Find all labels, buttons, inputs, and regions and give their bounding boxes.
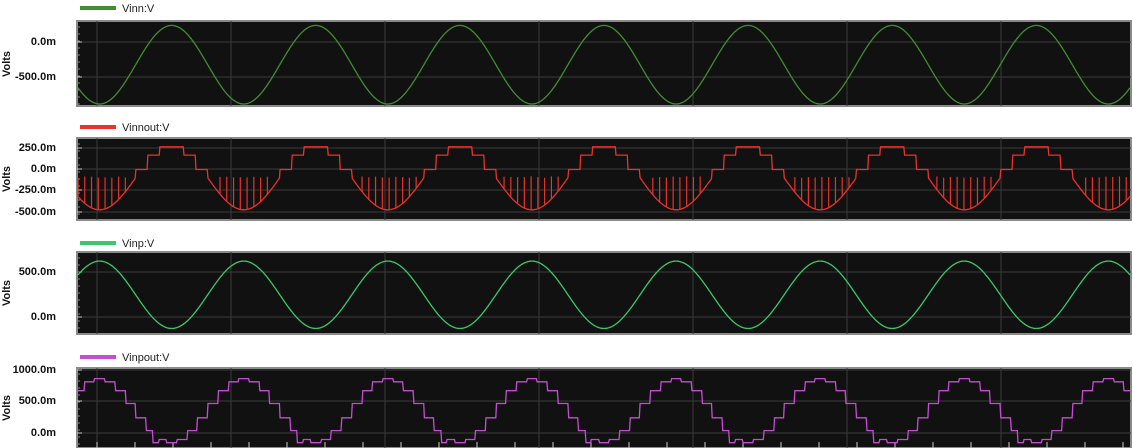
legend-swatch-icon xyxy=(80,125,116,130)
y-tick-label: 0.0m xyxy=(30,163,56,175)
y-tick-label: 0.0m xyxy=(30,36,56,48)
legend-label: Vinnout:V xyxy=(122,122,170,134)
y-tick-label: -500.0m xyxy=(15,71,56,83)
y-tick-label: 1000.0m xyxy=(12,364,56,376)
plot-panel-3[interactable] xyxy=(76,251,1132,335)
plot-area[interactable] xyxy=(76,251,1132,335)
legend-swatch-icon xyxy=(80,6,116,11)
legend-label: Vinp:V xyxy=(122,238,155,250)
plot-panel-2[interactable] xyxy=(76,137,1132,221)
y-axis-units-label: Volts xyxy=(1,50,13,78)
y-axis-units-label: Volts xyxy=(1,279,13,307)
waveform-trace[interactable] xyxy=(78,377,1130,444)
waveform-trace[interactable] xyxy=(77,146,1131,211)
y-tick-label: 0.0m xyxy=(30,427,56,439)
plot-area[interactable] xyxy=(76,20,1132,107)
y-tick-label: -250.0m xyxy=(15,184,56,196)
y-axis-units-label: Volts xyxy=(1,165,13,193)
waveform-trace[interactable] xyxy=(77,260,1131,330)
plot-area[interactable] xyxy=(76,137,1132,221)
y-tick-label: -500.0m xyxy=(15,206,56,218)
plot-panel-1[interactable] xyxy=(76,20,1132,107)
legend-label: Vinn:V xyxy=(122,3,155,15)
y-tick-label: 250.0m xyxy=(18,142,56,154)
legend-label: Vinpout:V xyxy=(122,352,170,364)
plot-panel-4[interactable] xyxy=(76,367,1132,448)
legend-vinpout[interactable]: Vinpout:V xyxy=(80,352,170,364)
legend-swatch-icon xyxy=(80,355,116,360)
legend-vinn[interactable]: Vinn:V xyxy=(80,3,154,15)
y-axis-units-label: Volts xyxy=(1,394,13,422)
waveform-trace[interactable] xyxy=(77,24,1131,105)
plot-area[interactable] xyxy=(76,367,1132,448)
legend-vinp[interactable]: Vinp:V xyxy=(80,238,154,250)
legend-vinnout[interactable]: Vinnout:V xyxy=(80,122,170,134)
y-tick-label: 500.0m xyxy=(18,266,56,278)
y-tick-label: 0.0m xyxy=(30,311,56,323)
y-tick-label: 500.0m xyxy=(18,395,56,407)
legend-swatch-icon xyxy=(80,241,116,246)
